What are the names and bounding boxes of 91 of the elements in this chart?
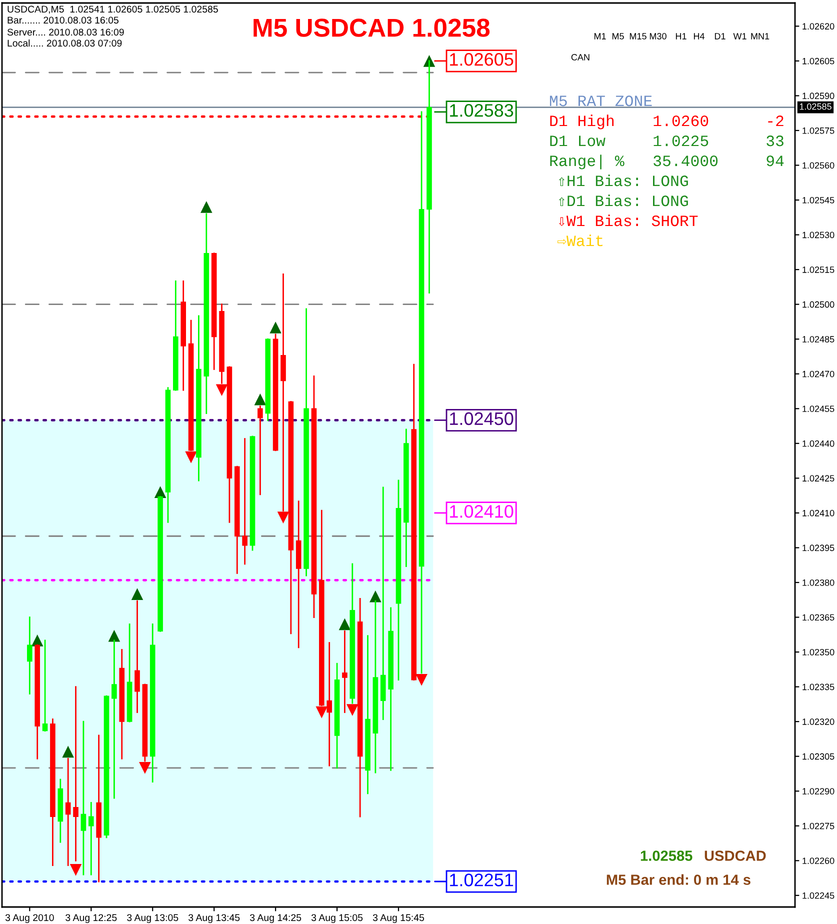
x-tick-label: 3 Aug 13:05 <box>127 914 178 924</box>
y-tick-label: 1.02275 <box>802 822 834 830</box>
annotation: M5 Bar end: 0 m 14 s <box>606 874 750 885</box>
y-tick-label: 1.02320 <box>802 718 834 725</box>
annotation: H4 <box>694 33 705 40</box>
x-tick-label: 3 Aug 13:45 <box>188 914 240 924</box>
point <box>62 746 74 758</box>
point <box>139 762 151 774</box>
annotation: 1.02410 <box>450 505 514 518</box>
point <box>254 393 266 406</box>
y-tick-label: 1.02260 <box>802 858 834 864</box>
annotation: 1.02583 <box>450 104 514 117</box>
annotation: ⇨Wait <box>558 234 602 246</box>
point <box>277 512 290 524</box>
point <box>185 451 197 464</box>
annotation: ⇧D1 Bias: LONG <box>558 194 688 206</box>
annotation: CAN <box>571 54 590 60</box>
point <box>216 384 228 396</box>
candlestick <box>112 640 117 799</box>
point <box>370 590 382 602</box>
y-tick-label: 1.02365 <box>802 614 834 621</box>
ref-line-label: 1.02450 <box>450 412 514 426</box>
x-tick-label: 3 Aug 2010 <box>5 914 54 924</box>
y-tick-label: 1.02350 <box>802 648 834 656</box>
annotation: Range| % 35.4000 94 <box>550 154 784 170</box>
y-tick-label: 1.02515 <box>802 266 834 273</box>
y-tick-label: 1.02425 <box>802 475 834 482</box>
annotation: M15 <box>630 33 646 40</box>
annotation: Server.... 2010.08.03 16:09 <box>7 28 124 36</box>
y-tick-label: 1.02335 <box>802 684 834 690</box>
point <box>416 674 428 686</box>
candlestick <box>134 600 140 713</box>
y-tick-label: 1.02590 <box>802 92 834 100</box>
y-tick-label: 1.02455 <box>802 406 834 412</box>
point <box>70 864 82 876</box>
y-tick-label: 1.02530 <box>802 232 834 238</box>
annotation: Local..... 2010.08.03 07:09 <box>8 39 122 47</box>
y-tick-label: 1.02620 <box>802 23 834 30</box>
x-tick-label: 3 Aug 15:45 <box>372 914 424 924</box>
point <box>108 630 120 642</box>
point <box>346 704 358 716</box>
annotation: W1 <box>733 33 746 40</box>
candlestick <box>80 720 86 876</box>
y-tick-label: 1.02290 <box>802 788 834 794</box>
y-tick-label: 1.02395 <box>802 544 834 552</box>
y-tick-label: 1.02440 <box>802 440 834 447</box>
candlestick <box>258 406 263 496</box>
candlestick <box>73 686 78 862</box>
candlestick <box>380 486 386 720</box>
y-tick-label: 1.02485 <box>802 336 834 342</box>
annotation: USDCAD,M5 1.02541 1.02605 1.02505 1.02585 <box>8 6 218 14</box>
annotation: M5 RAT ZONE <box>550 96 652 106</box>
y-tick-label: 1.02410 <box>802 510 834 516</box>
y-tick-label: 1.02560 <box>802 162 834 169</box>
annotation: Bar....... 2010.08.03 16:05 <box>8 16 118 24</box>
chart-title: M5 USDCAD 1.0258 <box>254 18 490 37</box>
x-tick-label: 3 Aug 15:05 <box>311 914 363 924</box>
y-tick-label: 1.02605 <box>802 58 834 64</box>
annotation: M1 <box>594 33 606 40</box>
y-tick-label: 1.02500 <box>802 301 834 308</box>
ref-line-label: 1.02585 <box>800 103 832 110</box>
point <box>270 322 282 334</box>
annotation: 1.02585 <box>640 850 692 861</box>
annotation: M5 <box>612 33 624 40</box>
annotation: D1 High 1.0260 -2 <box>550 114 784 130</box>
ref-line-label: 1.02251 <box>450 874 514 886</box>
y-tick-label: 1.02545 <box>802 196 834 204</box>
annotation: D1 Low 1.0225 33 <box>550 136 784 146</box>
point <box>131 588 144 600</box>
x-tick-label: 3 Aug 12:25 <box>66 914 117 924</box>
candlestick <box>88 802 94 876</box>
point <box>338 618 351 630</box>
point <box>316 706 328 718</box>
annotation: ⇧H1 Bias: LONG <box>558 174 688 186</box>
candlestick <box>27 616 32 694</box>
annotation: 1.02605 <box>450 53 514 66</box>
annotation: H1 <box>676 33 686 40</box>
annotation: MN1 <box>751 33 770 40</box>
y-tick-label: 1.02380 <box>802 579 834 586</box>
annotation: USDCAD <box>704 850 766 861</box>
point <box>200 201 212 213</box>
y-tick-label: 1.02470 <box>802 370 834 378</box>
annotation: M30 <box>650 33 666 40</box>
y-tick-label: 1.02245 <box>802 892 834 899</box>
candlestick <box>242 438 248 565</box>
y-tick-label: 1.02575 <box>802 127 834 134</box>
annotation: D1 <box>714 33 726 40</box>
annotation: ⇩W1 Bias: SHORT <box>558 214 698 226</box>
x-tick-label: 3 Aug 14:25 <box>250 914 302 924</box>
y-tick-label: 1.02305 <box>802 753 834 760</box>
candlestick <box>42 640 48 732</box>
